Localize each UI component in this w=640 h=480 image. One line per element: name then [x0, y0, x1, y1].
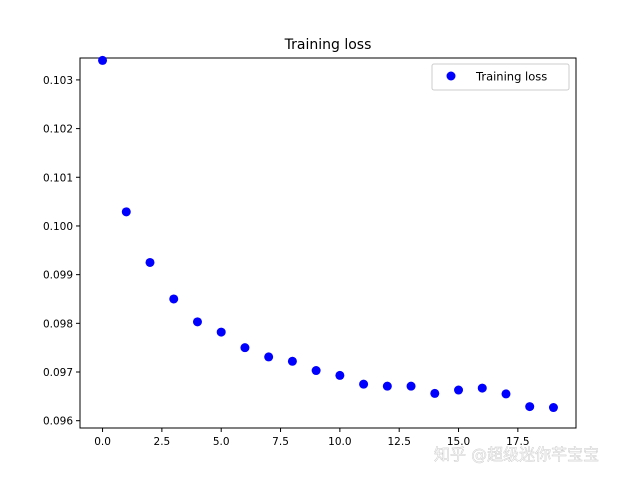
x-tick-label: 7.5 [272, 436, 289, 448]
data-point [121, 207, 131, 217]
data-point [406, 381, 416, 391]
y-tick-label: 0.100 [43, 221, 73, 233]
data-point [264, 352, 274, 362]
x-tick-label: 5.0 [213, 436, 230, 448]
x-tick-label: 15.0 [447, 436, 470, 448]
data-point [240, 343, 250, 353]
data-point [311, 366, 321, 376]
y-tick-label: 0.102 [43, 124, 73, 136]
data-point [98, 55, 108, 65]
data-point [454, 385, 464, 395]
y-tick-label: 0.103 [43, 75, 73, 87]
data-point [145, 257, 155, 267]
y-tick-label: 0.099 [43, 270, 73, 282]
legend-marker [446, 71, 456, 81]
axes-frame [79, 57, 577, 429]
data-point [477, 383, 487, 393]
watermark: 知乎 @超级迷你芊宝宝 [434, 445, 599, 464]
data-point [501, 389, 511, 399]
legend-box [431, 63, 570, 91]
y-tick-label: 0.098 [43, 318, 73, 330]
legend: Training loss [431, 63, 570, 91]
data-point [287, 356, 297, 366]
x-tick-label: 10.0 [328, 436, 351, 448]
y-tick-label: 0.096 [43, 416, 73, 428]
data-point [359, 379, 369, 389]
data-point [192, 317, 202, 327]
data-point [430, 388, 440, 398]
chart-title: Training loss [284, 37, 372, 53]
data-point [335, 370, 345, 380]
data-point [216, 327, 226, 337]
y-tick-label: 0.101 [43, 172, 73, 184]
x-tick-label: 2.5 [154, 436, 171, 448]
plot-area: 0.0 2.5 5.0 7.5 10.0 12.5 15.0 17.5 0.096 0.097 0.… [43, 55, 577, 448]
data-point [548, 403, 558, 413]
y-tick-label: 0.097 [43, 367, 73, 379]
x-tick-label: 0.0 [94, 436, 111, 448]
data-point [525, 402, 535, 412]
data-point [169, 294, 179, 304]
x-tick-label: 17.5 [506, 436, 529, 448]
data-point [382, 381, 392, 391]
x-tick-label: 12.5 [388, 436, 411, 448]
legend-label: Training loss [475, 70, 547, 84]
